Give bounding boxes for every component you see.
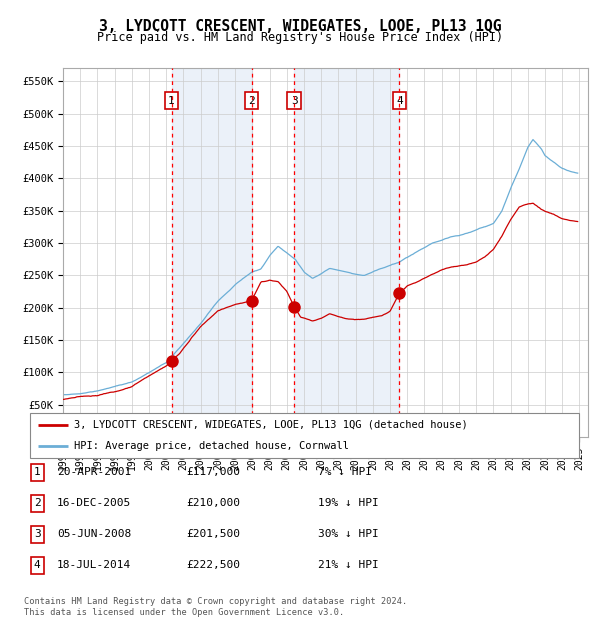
Text: 3: 3	[291, 95, 298, 105]
Text: 2: 2	[34, 498, 41, 508]
Text: 3: 3	[34, 529, 41, 539]
Text: 3, LYDCOTT CRESCENT, WIDEGATES, LOOE, PL13 1QG (detached house): 3, LYDCOTT CRESCENT, WIDEGATES, LOOE, PL…	[74, 420, 467, 430]
Text: HPI: Average price, detached house, Cornwall: HPI: Average price, detached house, Corn…	[74, 441, 349, 451]
Text: This data is licensed under the Open Government Licence v3.0.: This data is licensed under the Open Gov…	[24, 608, 344, 617]
Text: £210,000: £210,000	[186, 498, 240, 508]
Text: 05-JUN-2008: 05-JUN-2008	[57, 529, 131, 539]
Text: 1: 1	[34, 467, 41, 477]
Text: 21% ↓ HPI: 21% ↓ HPI	[318, 560, 379, 570]
Text: 30% ↓ HPI: 30% ↓ HPI	[318, 529, 379, 539]
Bar	[172, 68, 251, 437]
Text: 19% ↓ HPI: 19% ↓ HPI	[318, 498, 379, 508]
Text: Price paid vs. HM Land Registry's House Price Index (HPI): Price paid vs. HM Land Registry's House …	[97, 31, 503, 44]
Text: £117,000: £117,000	[186, 467, 240, 477]
Text: 4: 4	[396, 95, 403, 105]
Text: 4: 4	[34, 560, 41, 570]
FancyBboxPatch shape	[30, 413, 579, 458]
Text: £222,500: £222,500	[186, 560, 240, 570]
Text: 2: 2	[248, 95, 255, 105]
Text: 7% ↓ HPI: 7% ↓ HPI	[318, 467, 372, 477]
Text: 1: 1	[168, 95, 175, 105]
Bar	[294, 68, 400, 437]
Text: £201,500: £201,500	[186, 529, 240, 539]
Text: 3, LYDCOTT CRESCENT, WIDEGATES, LOOE, PL13 1QG: 3, LYDCOTT CRESCENT, WIDEGATES, LOOE, PL…	[99, 19, 501, 33]
Text: 16-DEC-2005: 16-DEC-2005	[57, 498, 131, 508]
Text: 20-APR-2001: 20-APR-2001	[57, 467, 131, 477]
Text: 18-JUL-2014: 18-JUL-2014	[57, 560, 131, 570]
Text: Contains HM Land Registry data © Crown copyright and database right 2024.: Contains HM Land Registry data © Crown c…	[24, 597, 407, 606]
